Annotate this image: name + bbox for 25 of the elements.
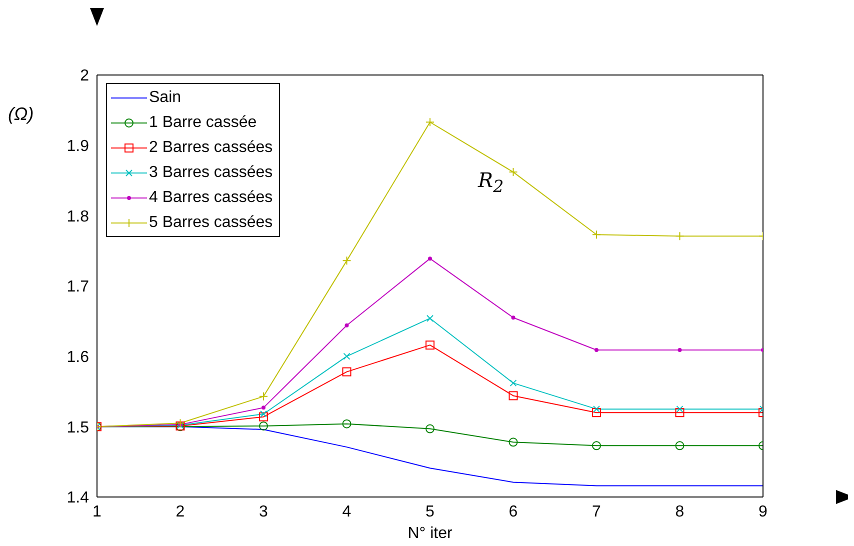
- x-axis-title: N° iter: [408, 525, 453, 542]
- legend-label: Sain: [149, 88, 182, 108]
- y-tick-label: 2: [80, 68, 90, 85]
- legend-label: 3 Barres cassées: [149, 163, 273, 183]
- y-tick-label: 1.6: [66, 349, 90, 366]
- x-tick-label: 4: [342, 503, 352, 520]
- y-tick-label: 1.9: [66, 138, 90, 156]
- x-tick-label: 6: [508, 503, 518, 520]
- y-tick-label: 1.8: [66, 208, 90, 226]
- y-axis-title: (Ω): [8, 104, 34, 125]
- legend-label: 2 Barres cassées: [149, 138, 273, 158]
- x-tick-label: 7: [592, 503, 602, 520]
- y-tick-label: 1.7: [66, 278, 90, 296]
- x-tick-label: 2: [176, 503, 185, 520]
- legend-label: 1 Barre cassée: [149, 113, 257, 133]
- x-tick-label: 3: [259, 503, 268, 520]
- x-tick-label: 8: [675, 503, 684, 520]
- annotation: R$_{2}$: [478, 168, 504, 196]
- y-tick-label: 1.5: [66, 419, 90, 436]
- legend-label: 4 Barres cassées: [149, 188, 273, 208]
- x-tick-label: 9: [758, 503, 768, 520]
- legend-label: 5 Barres cassées: [149, 213, 273, 233]
- x-tick-label: 1: [92, 503, 102, 520]
- y-tick-label: 1.4: [66, 490, 90, 507]
- x-tick-label: 5: [426, 503, 435, 520]
